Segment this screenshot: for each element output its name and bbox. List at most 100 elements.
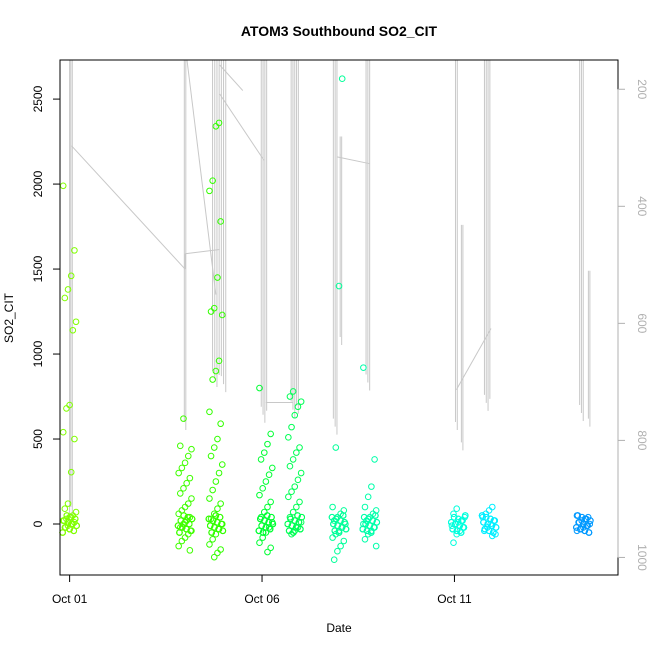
data-point <box>183 525 190 533</box>
data-point <box>209 536 216 543</box>
y-tick-label: 1000 <box>31 340 45 367</box>
data-point <box>176 442 184 450</box>
x-axis-label: Date <box>326 621 352 635</box>
data-point <box>215 525 222 533</box>
data-point <box>262 529 270 536</box>
data-point <box>329 503 336 511</box>
data-point <box>71 435 78 443</box>
data-point <box>453 527 461 535</box>
data-point <box>481 525 489 533</box>
data-point <box>186 547 194 554</box>
data-point <box>206 495 213 502</box>
data-point <box>256 384 263 392</box>
data-point <box>175 469 182 477</box>
data-point <box>360 364 367 371</box>
data-point <box>265 471 273 479</box>
data-point <box>181 534 189 541</box>
data-point <box>264 548 271 556</box>
right-tick-label: 800 <box>635 430 649 450</box>
trace-segment <box>71 145 186 270</box>
data-point <box>582 515 590 523</box>
data-point <box>71 515 79 523</box>
data-point <box>67 513 75 521</box>
data-point <box>293 503 300 511</box>
data-point <box>209 486 216 494</box>
data-point <box>332 444 340 451</box>
data-point <box>178 464 186 472</box>
data-point <box>456 522 463 530</box>
data-point <box>259 485 266 492</box>
data-point <box>214 505 221 513</box>
data-point <box>64 519 72 526</box>
data-point <box>289 388 297 395</box>
data-point <box>212 530 220 538</box>
data-point <box>338 75 346 82</box>
data-point <box>482 513 490 521</box>
data-point <box>214 274 221 281</box>
data-point <box>59 428 67 436</box>
data-point <box>289 508 297 516</box>
data-point <box>73 522 80 530</box>
data-point <box>181 459 189 467</box>
data-point <box>213 519 221 526</box>
data-point <box>334 522 341 530</box>
x-axis: Oct 01 Oct 06 Oct 11 <box>52 574 472 606</box>
data-point <box>209 376 216 383</box>
data-point <box>294 476 302 484</box>
data-point <box>294 403 302 411</box>
data-point <box>269 520 277 528</box>
data-point <box>335 282 343 290</box>
data-point <box>211 524 218 531</box>
x-tick-label: Oct 11 <box>437 592 472 606</box>
data-point <box>184 452 192 460</box>
data-point <box>291 411 299 419</box>
data-point <box>256 539 263 547</box>
data-point <box>259 529 267 536</box>
data-point <box>187 527 194 535</box>
data-point <box>337 542 344 550</box>
data-point <box>177 517 185 524</box>
data-point <box>372 542 380 550</box>
data-point <box>60 517 68 524</box>
data-point <box>217 420 224 428</box>
data-point <box>218 520 225 528</box>
data-point <box>67 272 75 280</box>
chart-title: ATOM3 Southbound SO2_CIT <box>241 23 438 39</box>
data-point <box>59 182 67 190</box>
data-point <box>255 527 263 535</box>
data-point <box>330 556 338 564</box>
data-point <box>341 519 348 526</box>
trace-segment <box>185 249 220 255</box>
data-point <box>585 529 593 536</box>
data-point <box>372 512 379 519</box>
data-point <box>288 423 295 431</box>
data-point <box>290 529 297 536</box>
data-point <box>215 357 223 365</box>
data-point <box>186 474 194 482</box>
data-point <box>359 525 367 533</box>
trace-segment <box>219 93 265 161</box>
data-point <box>338 524 346 531</box>
data-point <box>215 469 223 477</box>
data-point <box>210 510 218 518</box>
data-point <box>260 508 268 516</box>
data-point <box>217 546 224 553</box>
data-point <box>181 503 189 511</box>
data-point <box>176 529 183 536</box>
data-point <box>61 294 69 302</box>
data-point <box>206 187 213 195</box>
data-point <box>584 522 591 530</box>
data-point <box>293 449 300 456</box>
data-point <box>580 520 587 528</box>
data-point <box>268 513 275 521</box>
data-point <box>339 512 347 519</box>
data-point <box>361 503 369 511</box>
data-point <box>267 430 274 438</box>
data-point <box>265 519 272 526</box>
right-tick-label: 1000 <box>635 544 649 571</box>
data-point <box>64 286 72 293</box>
data-point <box>219 527 227 535</box>
data-point <box>264 440 271 448</box>
data-point <box>361 536 369 543</box>
data-point <box>450 510 457 518</box>
